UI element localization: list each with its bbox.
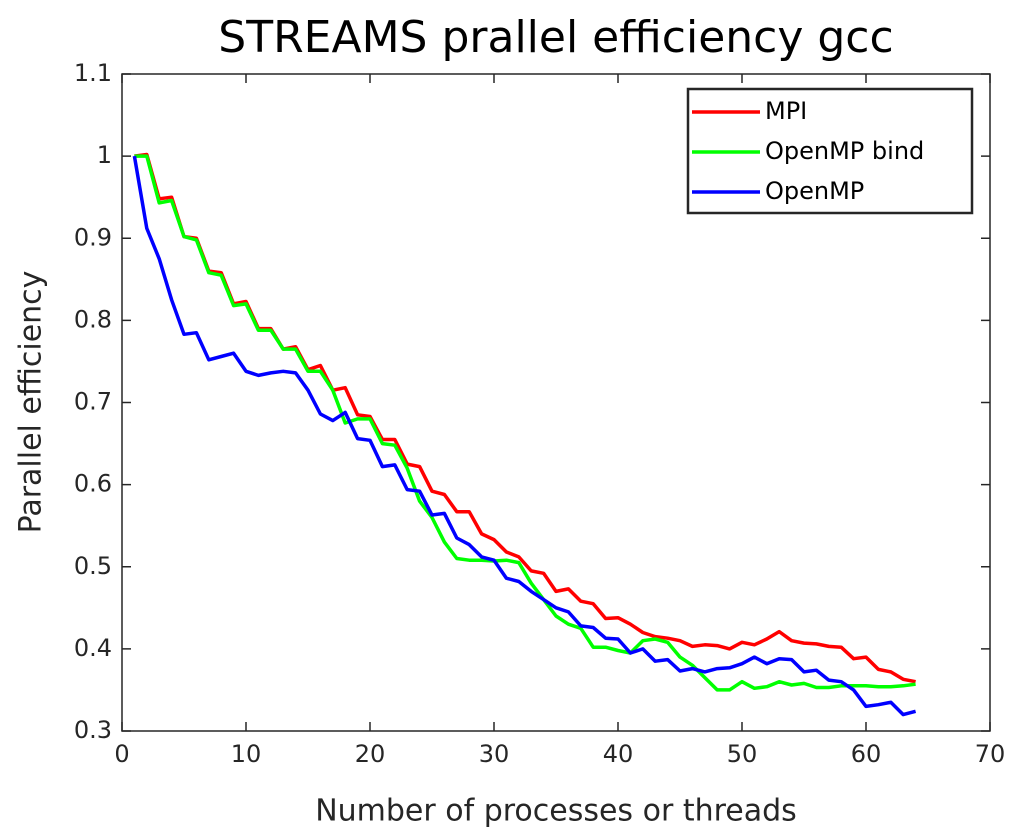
y-tick-label: 0.8: [74, 305, 112, 333]
legend-label: OpenMP: [765, 177, 864, 205]
x-tick-label: 70: [975, 740, 1006, 768]
x-tick-label: 0: [114, 740, 129, 768]
x-tick-label: 50: [727, 740, 758, 768]
chart-title: STREAMS prallel efficiency gcc: [218, 12, 893, 63]
y-tick-label: 0.9: [74, 223, 112, 251]
y-tick-label: 0.3: [74, 716, 112, 744]
legend-label: MPI: [765, 97, 807, 125]
series-line: [132, 155, 917, 717]
y-tick-label: 0.5: [74, 552, 112, 580]
y-tick-label: 0.7: [74, 388, 112, 416]
x-axis-label: Number of processes or threads: [315, 794, 797, 829]
series-line: [134, 152, 916, 684]
y-tick-label: 1: [97, 141, 112, 169]
y-tick-label: 0.4: [74, 634, 112, 662]
y-tick-label: 0.6: [74, 470, 112, 498]
y-axis-label: Parallel efficiency: [14, 271, 49, 534]
plot-frame: [121, 73, 991, 732]
x-tick-label: 10: [231, 740, 262, 768]
x-tick-label: 40: [603, 740, 634, 768]
series-line: [134, 154, 916, 692]
x-tick-label: 30: [479, 740, 510, 768]
legend-label: OpenMP bind: [765, 137, 924, 165]
y-tick-label: 1.1: [74, 59, 112, 87]
x-tick-label: 20: [355, 740, 386, 768]
x-tick-label: 60: [851, 740, 882, 768]
